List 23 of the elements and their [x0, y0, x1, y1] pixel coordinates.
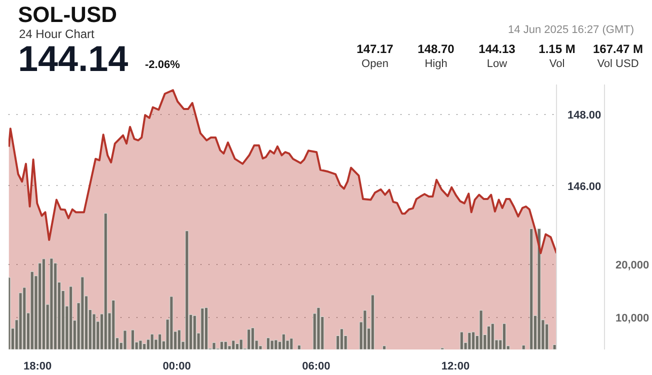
text: Open: [360, 58, 390, 70]
text: 14 Jun 2025 16:27 (GMT): [508, 24, 634, 36]
text: 147.17: [356, 42, 394, 56]
text: Low: [486, 58, 508, 70]
text: 148.70: [416, 42, 456, 56]
text: 144.13: [478, 42, 516, 56]
text: 144.14: [18, 38, 128, 80]
x-tick-label: 18:00: [23, 360, 52, 372]
chart-subtitle: 24 Hour Chart: [19, 27, 94, 41]
x-tick-label: 12:00: [441, 360, 470, 372]
text: -2.06%: [145, 59, 180, 71]
y-tick-label: 148.00: [568, 110, 602, 122]
chart-title: SOL-USD: [18, 2, 117, 28]
text: High: [424, 58, 448, 70]
y-tick-label: 146.00: [568, 180, 602, 193]
text: 167.47 M: [592, 42, 644, 56]
text: Vol USD: [596, 58, 640, 70]
text: Vol: [548, 58, 566, 70]
text: 1.15 M: [538, 42, 576, 56]
x-tick-label: 06:00: [302, 360, 330, 372]
x-tick-label: 00:00: [162, 360, 191, 372]
y2-tick-label: 20,000: [616, 260, 650, 272]
y2-tick-label: 10,000: [616, 312, 650, 325]
